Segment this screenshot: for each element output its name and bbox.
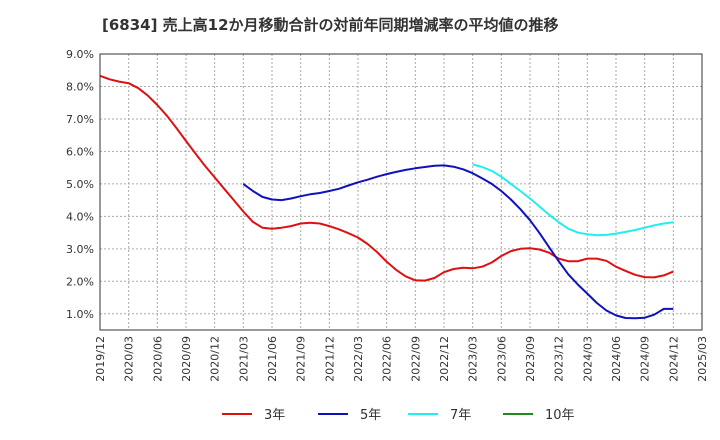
series-layer [99, 74, 674, 320]
y-tick-label: 6.0% [66, 145, 94, 158]
x-tick-label: 2021/12 [323, 336, 336, 382]
x-tick-label: 2021/03 [237, 336, 250, 382]
legend-label: 5年 [360, 408, 381, 423]
x-tick-label: 2022/09 [409, 336, 422, 382]
legend-label: 3年 [264, 408, 285, 423]
x-tick-label: 2024/12 [667, 336, 680, 382]
x-tick-label: 2020/12 [209, 336, 222, 382]
x-tick-label: 2022/12 [438, 336, 451, 382]
x-tick-label: 2025/03 [696, 336, 709, 382]
x-tick-label: 2023/06 [495, 336, 508, 382]
legend: 3年 5年 7年 10年 [222, 408, 575, 423]
legend-label: 10年 [545, 408, 575, 423]
x-tick-label: 2024/09 [639, 336, 652, 382]
series-line-3年 [99, 74, 674, 282]
plot-frame [99, 53, 703, 331]
x-tick-label: 2023/12 [553, 336, 566, 382]
y-tick-label: 3.0% [66, 243, 94, 256]
x-tick-label: 2021/09 [295, 336, 308, 382]
y-axis-ticks: 1.0% 2.0% 3.0% 4.0% 5.0% 6.0% 7.0% 8.0% 9.0% [66, 48, 94, 321]
x-tick-label: 2022/06 [381, 336, 394, 382]
x-tick-label: 2023/09 [524, 336, 537, 382]
x-tick-label: 2020/03 [123, 336, 136, 382]
series-line-7年 [472, 163, 674, 237]
series-line-5年 [242, 164, 674, 320]
x-tick-label: 2024/03 [581, 336, 594, 382]
y-tick-label: 7.0% [66, 113, 94, 126]
x-tick-label: 2020/09 [180, 336, 193, 382]
legend-label: 7年 [450, 408, 471, 423]
chart-title: [6834] 売上高12か月移動合計の対前年同期増減率の平均値の推移 [102, 16, 559, 34]
y-tick-label: 4.0% [66, 210, 94, 223]
y-tick-label: 9.0% [66, 48, 94, 61]
x-tick-label: 2022/03 [352, 336, 365, 382]
grid [99, 53, 703, 330]
x-tick-label: 2023/03 [467, 336, 480, 382]
y-tick-label: 8.0% [66, 80, 94, 93]
x-tick-label: 2024/06 [610, 336, 623, 382]
y-tick-label: 1.0% [66, 308, 94, 321]
x-tick-label: 2021/06 [266, 336, 279, 382]
x-axis-ticks: 2019/12 2020/03 2020/06 2020/09 2020/12 2021/… [94, 336, 709, 382]
y-tick-label: 2.0% [66, 275, 94, 288]
y-tick-label: 5.0% [66, 178, 94, 191]
x-tick-label: 2020/06 [151, 336, 164, 382]
x-tick-label: 2019/12 [94, 336, 107, 382]
